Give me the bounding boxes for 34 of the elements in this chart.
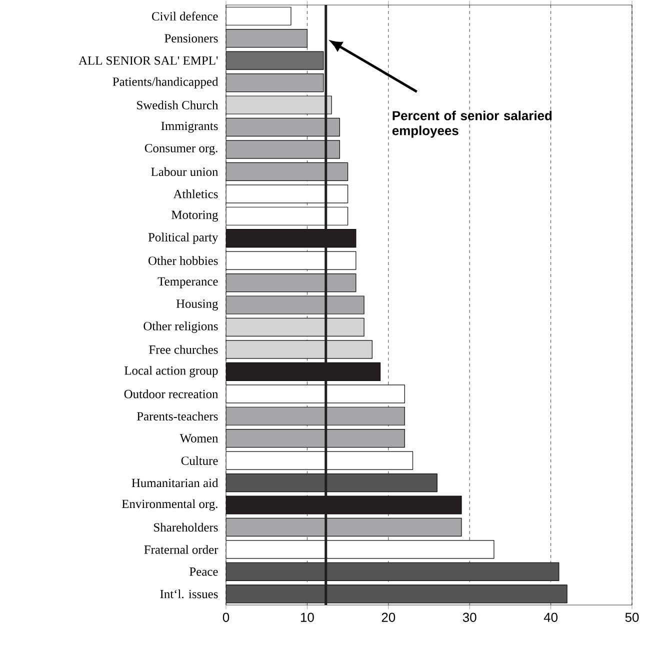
- y-tick-label: Political party: [148, 232, 218, 244]
- y-tick-label: Labour union: [151, 167, 218, 176]
- y-tick-label: Pensioners: [164, 34, 218, 43]
- y-tick-label: Humanitarian aid: [132, 478, 218, 488]
- y-tick-label: Athletics: [173, 190, 218, 198]
- y-tick-label: Fraternal order: [144, 545, 218, 554]
- y-tick-label: Consumer org.: [144, 144, 218, 155]
- y-tick-label: Temperance: [158, 277, 218, 288]
- ref-line-label: Percent of senior salaried employees: [392, 110, 552, 138]
- y-tick-label: Patients/handicapped: [112, 77, 218, 88]
- y-tick-label: Civil defence: [152, 12, 218, 21]
- y-tick-label: Immigrants: [161, 122, 218, 133]
- x-tick-label: 0: [222, 612, 230, 622]
- y-tick-label: Motoring: [172, 210, 218, 222]
- y-tick-label: Peace: [190, 568, 218, 576]
- x-tick-label: 30: [462, 612, 476, 622]
- y-tick-label: ALL SENIOR SAL' EMPL': [78, 56, 218, 65]
- y-tick-label: Outdoor recreation: [124, 390, 218, 398]
- y-tick-label: Int‘l. issues: [160, 589, 218, 598]
- y-tick-label: Swedish Church: [137, 100, 218, 110]
- y-tick-label: Culture: [181, 456, 218, 465]
- x-tick-label: 50: [625, 612, 639, 622]
- y-tick-label: Free churches: [149, 345, 218, 354]
- y-tick-label: Other hobbies: [148, 256, 218, 265]
- y-tick-label: Local action group: [124, 366, 218, 378]
- y-tick-label: Environmental org.: [122, 499, 218, 511]
- x-tick-label: 10: [300, 612, 314, 622]
- y-tick-label: Other religions: [144, 322, 218, 333]
- y-tick-label: Shareholders: [154, 522, 218, 532]
- x-tick-label: 40: [544, 612, 558, 622]
- y-tick-label: Parents-teachers: [136, 412, 218, 420]
- y-tick-label: Women: [180, 434, 218, 443]
- y-tick-label: Housing: [176, 300, 218, 310]
- x-tick-label: 20: [382, 612, 396, 622]
